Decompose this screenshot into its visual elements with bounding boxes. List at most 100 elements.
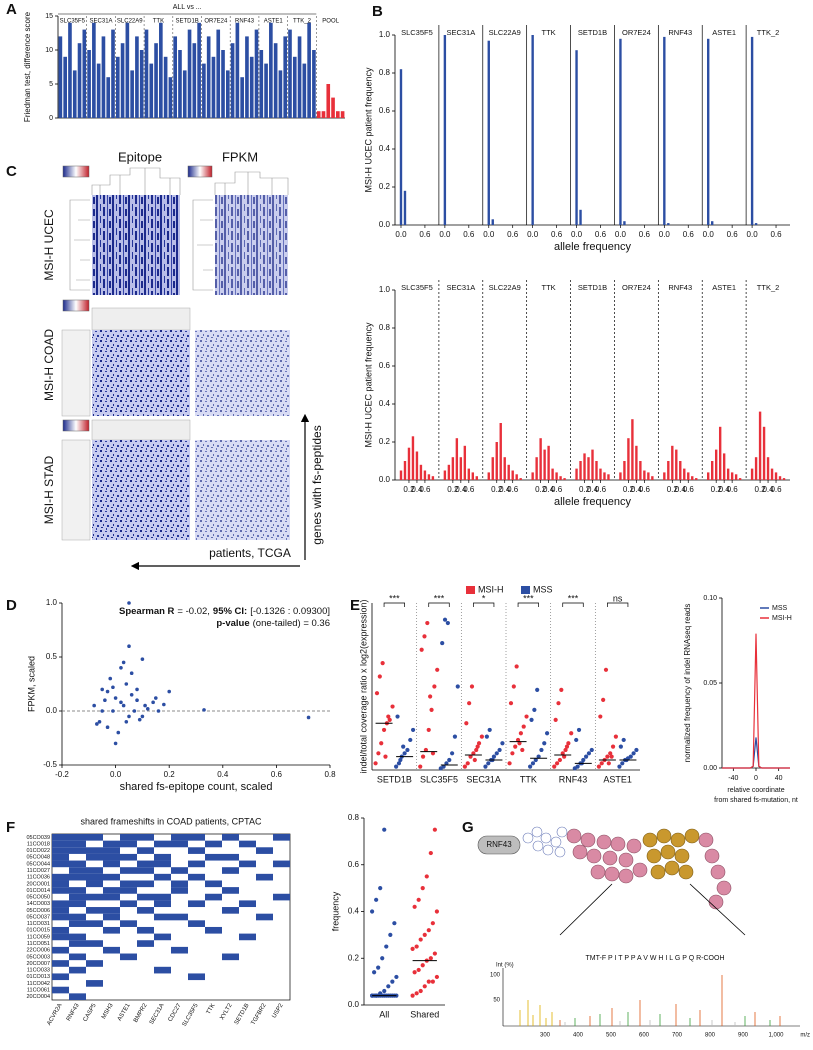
significance-bracket	[517, 602, 539, 607]
cell	[52, 853, 69, 861]
cell	[188, 860, 205, 868]
cell	[103, 993, 120, 1000]
bar	[411, 436, 415, 480]
bar	[643, 470, 646, 480]
facet-label: SLC22A9	[489, 28, 521, 37]
cell	[69, 880, 86, 887]
cell	[154, 913, 171, 921]
cell	[137, 980, 154, 987]
point	[105, 689, 110, 694]
bar	[264, 63, 268, 118]
significance-label: ***	[568, 593, 579, 603]
x-tick-label: 0.6	[419, 230, 431, 239]
cell	[120, 980, 137, 987]
cell	[103, 860, 120, 868]
point	[416, 967, 421, 973]
point	[392, 921, 397, 926]
column-title: FPKM	[222, 149, 258, 164]
bar	[774, 472, 778, 480]
cell	[171, 967, 188, 974]
y-tick-label: 0.4	[348, 907, 360, 916]
x-tick-label: 0.6	[551, 230, 563, 239]
cell	[239, 987, 256, 994]
cell	[239, 874, 256, 881]
bar	[663, 472, 666, 480]
group-label: SEC31A	[90, 19, 113, 25]
point	[103, 698, 107, 702]
bar	[671, 445, 674, 480]
x-tick-label: 0.2	[711, 485, 723, 494]
bar	[192, 43, 197, 119]
color-key	[62, 165, 90, 178]
heatmap	[195, 330, 290, 416]
column-label: RNF43	[66, 1002, 81, 1022]
cell	[205, 993, 222, 1000]
row-label: 05CO050	[26, 895, 50, 901]
point	[479, 734, 484, 739]
group-label: TTK	[153, 19, 164, 25]
bar	[587, 457, 590, 480]
cell	[273, 893, 290, 901]
point	[306, 715, 311, 720]
cell	[239, 940, 256, 947]
bar	[531, 472, 534, 480]
cell	[171, 894, 188, 901]
bar	[491, 219, 494, 225]
cell	[273, 934, 290, 941]
heatmap	[92, 440, 190, 540]
point	[424, 874, 429, 879]
point	[376, 751, 381, 756]
bar	[515, 474, 518, 480]
point	[452, 734, 458, 739]
cell	[137, 860, 154, 868]
cell	[69, 920, 86, 927]
cell	[137, 874, 154, 881]
x-tick-label: 0.2	[403, 485, 415, 494]
group-label: SLC35F5	[60, 19, 86, 25]
bar	[254, 29, 259, 119]
row-label: 05CO006	[26, 908, 50, 914]
point	[430, 921, 435, 926]
point	[605, 754, 610, 759]
y-axis-label: indel/total coverage ratio x log2(expres…	[358, 599, 368, 773]
point	[423, 747, 428, 753]
protein-box	[477, 835, 521, 855]
bar	[283, 36, 288, 118]
bar	[619, 472, 622, 480]
cell	[154, 947, 171, 954]
panel-label: A	[6, 1, 17, 18]
bar	[63, 56, 67, 118]
legend-label: MSS	[533, 584, 553, 594]
x-tick-label: 0.6	[770, 230, 782, 239]
bar	[443, 35, 447, 225]
residues	[566, 828, 648, 884]
y-tick-label: 0.0	[379, 475, 391, 484]
cell	[171, 934, 188, 941]
column-label: SLC35F5	[182, 1002, 200, 1028]
bar	[168, 77, 173, 118]
y-tick-label: 0.6	[379, 361, 391, 370]
cell	[205, 960, 222, 967]
bar	[312, 50, 316, 118]
point	[402, 751, 407, 756]
point	[486, 761, 491, 766]
cell	[120, 947, 137, 954]
bar	[487, 40, 490, 226]
annotation: p-value (one-tailed) = 0.36	[216, 618, 330, 629]
point	[554, 761, 560, 766]
bar	[487, 472, 490, 480]
cell	[256, 841, 273, 848]
cell	[86, 867, 103, 874]
cell	[137, 854, 154, 861]
x-axis-label: relative coordinate	[727, 787, 784, 794]
cell	[171, 987, 188, 994]
bar	[762, 426, 766, 480]
x-tick-label: 0.0	[110, 770, 122, 779]
bar	[111, 29, 115, 119]
cell	[273, 960, 290, 967]
cell	[69, 987, 86, 994]
x-tick-label: 0.0	[527, 230, 539, 239]
bar	[399, 470, 403, 480]
bar	[159, 22, 163, 118]
bar	[423, 470, 427, 480]
